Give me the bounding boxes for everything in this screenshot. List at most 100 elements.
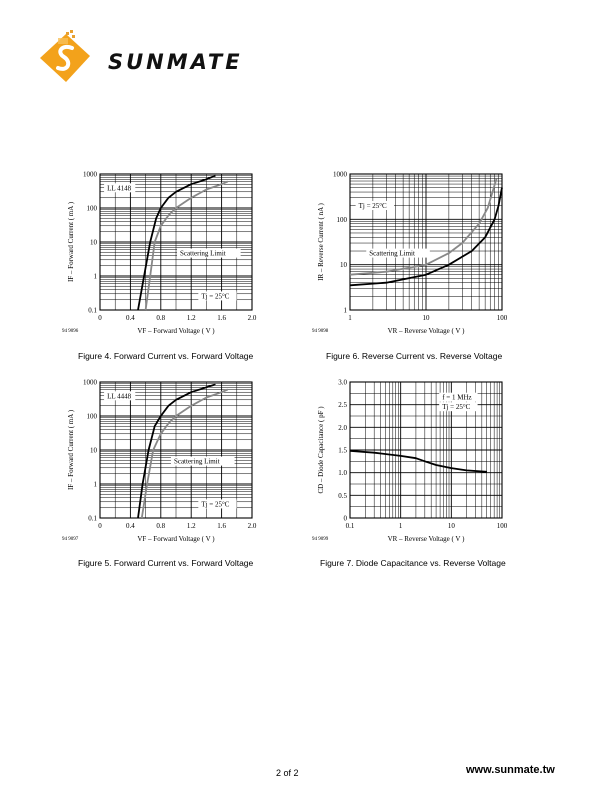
y-tick-label: 1000 — [83, 379, 98, 387]
annotation-bg — [355, 201, 394, 210]
x-tick-label: 10 — [423, 314, 431, 322]
x-tick-label: 100 — [497, 522, 508, 530]
figure-code: 94 9099 — [312, 537, 329, 542]
website-url: www.sunmate.tw — [466, 764, 555, 776]
x-tick-label: 10 — [448, 522, 456, 530]
annotation-label: Scattering Limit — [174, 458, 220, 466]
y-tick-label: 0 — [344, 515, 348, 523]
annotation-label: f = 1 MHz — [442, 394, 471, 402]
y-tick-label: 10 — [90, 239, 98, 247]
series-line-0 — [137, 174, 216, 311]
y-tick-label: 1000 — [333, 171, 348, 179]
x-axis-label: VR – Reverse Voltage ( V ) — [388, 327, 466, 335]
annotation-bg — [198, 291, 237, 301]
annotation-bg — [170, 456, 235, 466]
y-axis-label: IF – Forward Current ( mA ) — [67, 409, 75, 490]
chart-svg-fig6: 1 10 100 1 10 100 1000 VR – Reverse Voltage ( V… — [312, 171, 508, 336]
x-axis-label: VF – Forward Voltage ( V ) — [137, 535, 215, 543]
annotation-bg — [198, 499, 237, 509]
series-line-1 — [144, 180, 229, 311]
y-tick-label: 100 — [87, 205, 98, 213]
annotation-label: LL 4448 — [107, 392, 132, 400]
annotation-bg — [104, 391, 136, 401]
y-tick-label: 3.0 — [338, 379, 347, 387]
y-tick-label: 1.0 — [338, 469, 347, 477]
caption-fig5: Figure 5. Forward Current vs. Forward Vo… — [78, 558, 254, 568]
x-tick-label: 0.8 — [156, 522, 165, 530]
series-line-1 — [140, 388, 229, 519]
plot-frame — [349, 381, 503, 519]
annotation-bg — [439, 392, 478, 402]
chart-svg-fig5: 0 0.4 0.8 1.2 1.6 2.0 0.1 1 10 100 1000 VF – Forwar… — [62, 379, 257, 544]
x-tick-label: 0 — [98, 522, 102, 530]
sunmate-logo — [38, 30, 238, 90]
y-tick-label: 1 — [344, 307, 348, 315]
caption-fig7: Figure 7. Diode Capacitance vs. Reverse … — [320, 558, 506, 568]
x-tick-label: 1.6 — [217, 522, 226, 530]
y-tick-label: 1 — [94, 273, 98, 281]
x-tick-label: 1 — [348, 314, 352, 322]
logo-wordmark: SUNMATE — [108, 50, 243, 74]
y-axis-label: CD – Diode Capacitance ( pF ) — [317, 406, 325, 494]
x-axis-label: VR – Reverse Voltage ( V ) — [388, 535, 466, 543]
x-tick-label: 1.2 — [187, 314, 196, 322]
annotation-label: Scattering Limit — [369, 250, 415, 258]
y-tick-label: 10 — [90, 447, 98, 455]
x-tick-label: 100 — [497, 314, 508, 322]
y-tick-label: 1 — [94, 481, 98, 489]
annotation-label: Tj = 25°C — [201, 500, 229, 508]
annotation-bg — [104, 183, 136, 193]
figure-code: 94 9098 — [312, 329, 329, 334]
annotation-label: Scattering Limit — [180, 250, 226, 258]
chart-fig7: 0.1 1 10 100 0 0.5 1.0 1.5 2.0 2.5 3.0 VR – Reverse… — [310, 374, 525, 559]
x-tick-label: 0.4 — [126, 522, 135, 530]
x-tick-label: 0.4 — [126, 314, 135, 322]
y-axis-label: IF – Forward Current ( mA ) — [67, 201, 75, 282]
x-tick-label: 0 — [98, 314, 102, 322]
grid — [349, 174, 502, 311]
logo-emblem-icon — [40, 30, 90, 82]
x-tick-label: 2.0 — [248, 522, 257, 530]
chart-fig5: 0 0.4 0.8 1.2 1.6 2.0 0.1 1 10 100 1000 VF – Forwar… — [60, 374, 275, 559]
plot-frame — [99, 173, 253, 311]
plot-frame — [349, 173, 503, 311]
grid — [99, 174, 253, 311]
y-tick-label: 0.5 — [338, 492, 347, 500]
page-number: 2 of 2 — [276, 768, 299, 778]
series-line-1 — [349, 178, 498, 276]
figure-code: 94 9097 — [62, 537, 79, 542]
y-tick-label: 0.1 — [88, 515, 97, 523]
y-tick-label: 2.0 — [338, 424, 347, 432]
annotation-label: Tj = 25°C — [442, 403, 470, 411]
grid — [349, 381, 502, 519]
grid — [99, 382, 253, 519]
annotation-label: Tj = 25°C — [359, 202, 387, 210]
y-tick-label: 10 — [340, 261, 348, 269]
y-tick-label: 100 — [87, 413, 98, 421]
annotation-label: Tj = 25°C — [201, 292, 229, 300]
series-line-0 — [137, 383, 216, 519]
x-axis-label: VF – Forward Voltage ( V ) — [137, 327, 215, 335]
annotation-label: LL 4148 — [107, 184, 132, 192]
x-tick-label: 1.6 — [217, 314, 226, 322]
figure-code: 94 9096 — [62, 329, 79, 334]
y-tick-label: 2.5 — [338, 401, 347, 409]
caption-fig4: Figure 4. Forward Current vs. Forward Vo… — [78, 351, 254, 361]
series-line-0 — [349, 450, 487, 473]
y-tick-label: 1.5 — [338, 447, 347, 455]
annotation-bg — [439, 402, 478, 412]
x-tick-label: 1.2 — [187, 522, 196, 530]
series-line-0 — [349, 187, 503, 287]
x-tick-label: 2.0 — [248, 314, 257, 322]
chart-fig6: 1 10 100 1 10 100 1000 VR – Reverse Voltage ( V… — [310, 166, 525, 351]
chart-svg-fig7: 0.1 1 10 100 0 0.5 1.0 1.5 2.0 2.5 3.0 VR – Reverse… — [312, 379, 508, 544]
x-tick-label: 0.8 — [156, 314, 165, 322]
chart-fig4: 0 0.4 0.8 1.2 1.6 2.0 0.1 1 10 100 1000 VF – Forwar… — [60, 166, 275, 351]
y-tick-label: 1000 — [83, 171, 98, 179]
annotation-bg — [366, 248, 430, 258]
y-axis-label: IR – Reverse Current ( nA ) — [317, 202, 325, 280]
caption-fig6: Figure 6. Reverse Current vs. Reverse Vo… — [326, 351, 503, 361]
plot-frame — [99, 381, 253, 519]
annotation-bg — [177, 248, 241, 258]
x-tick-label: 1 — [399, 522, 403, 530]
